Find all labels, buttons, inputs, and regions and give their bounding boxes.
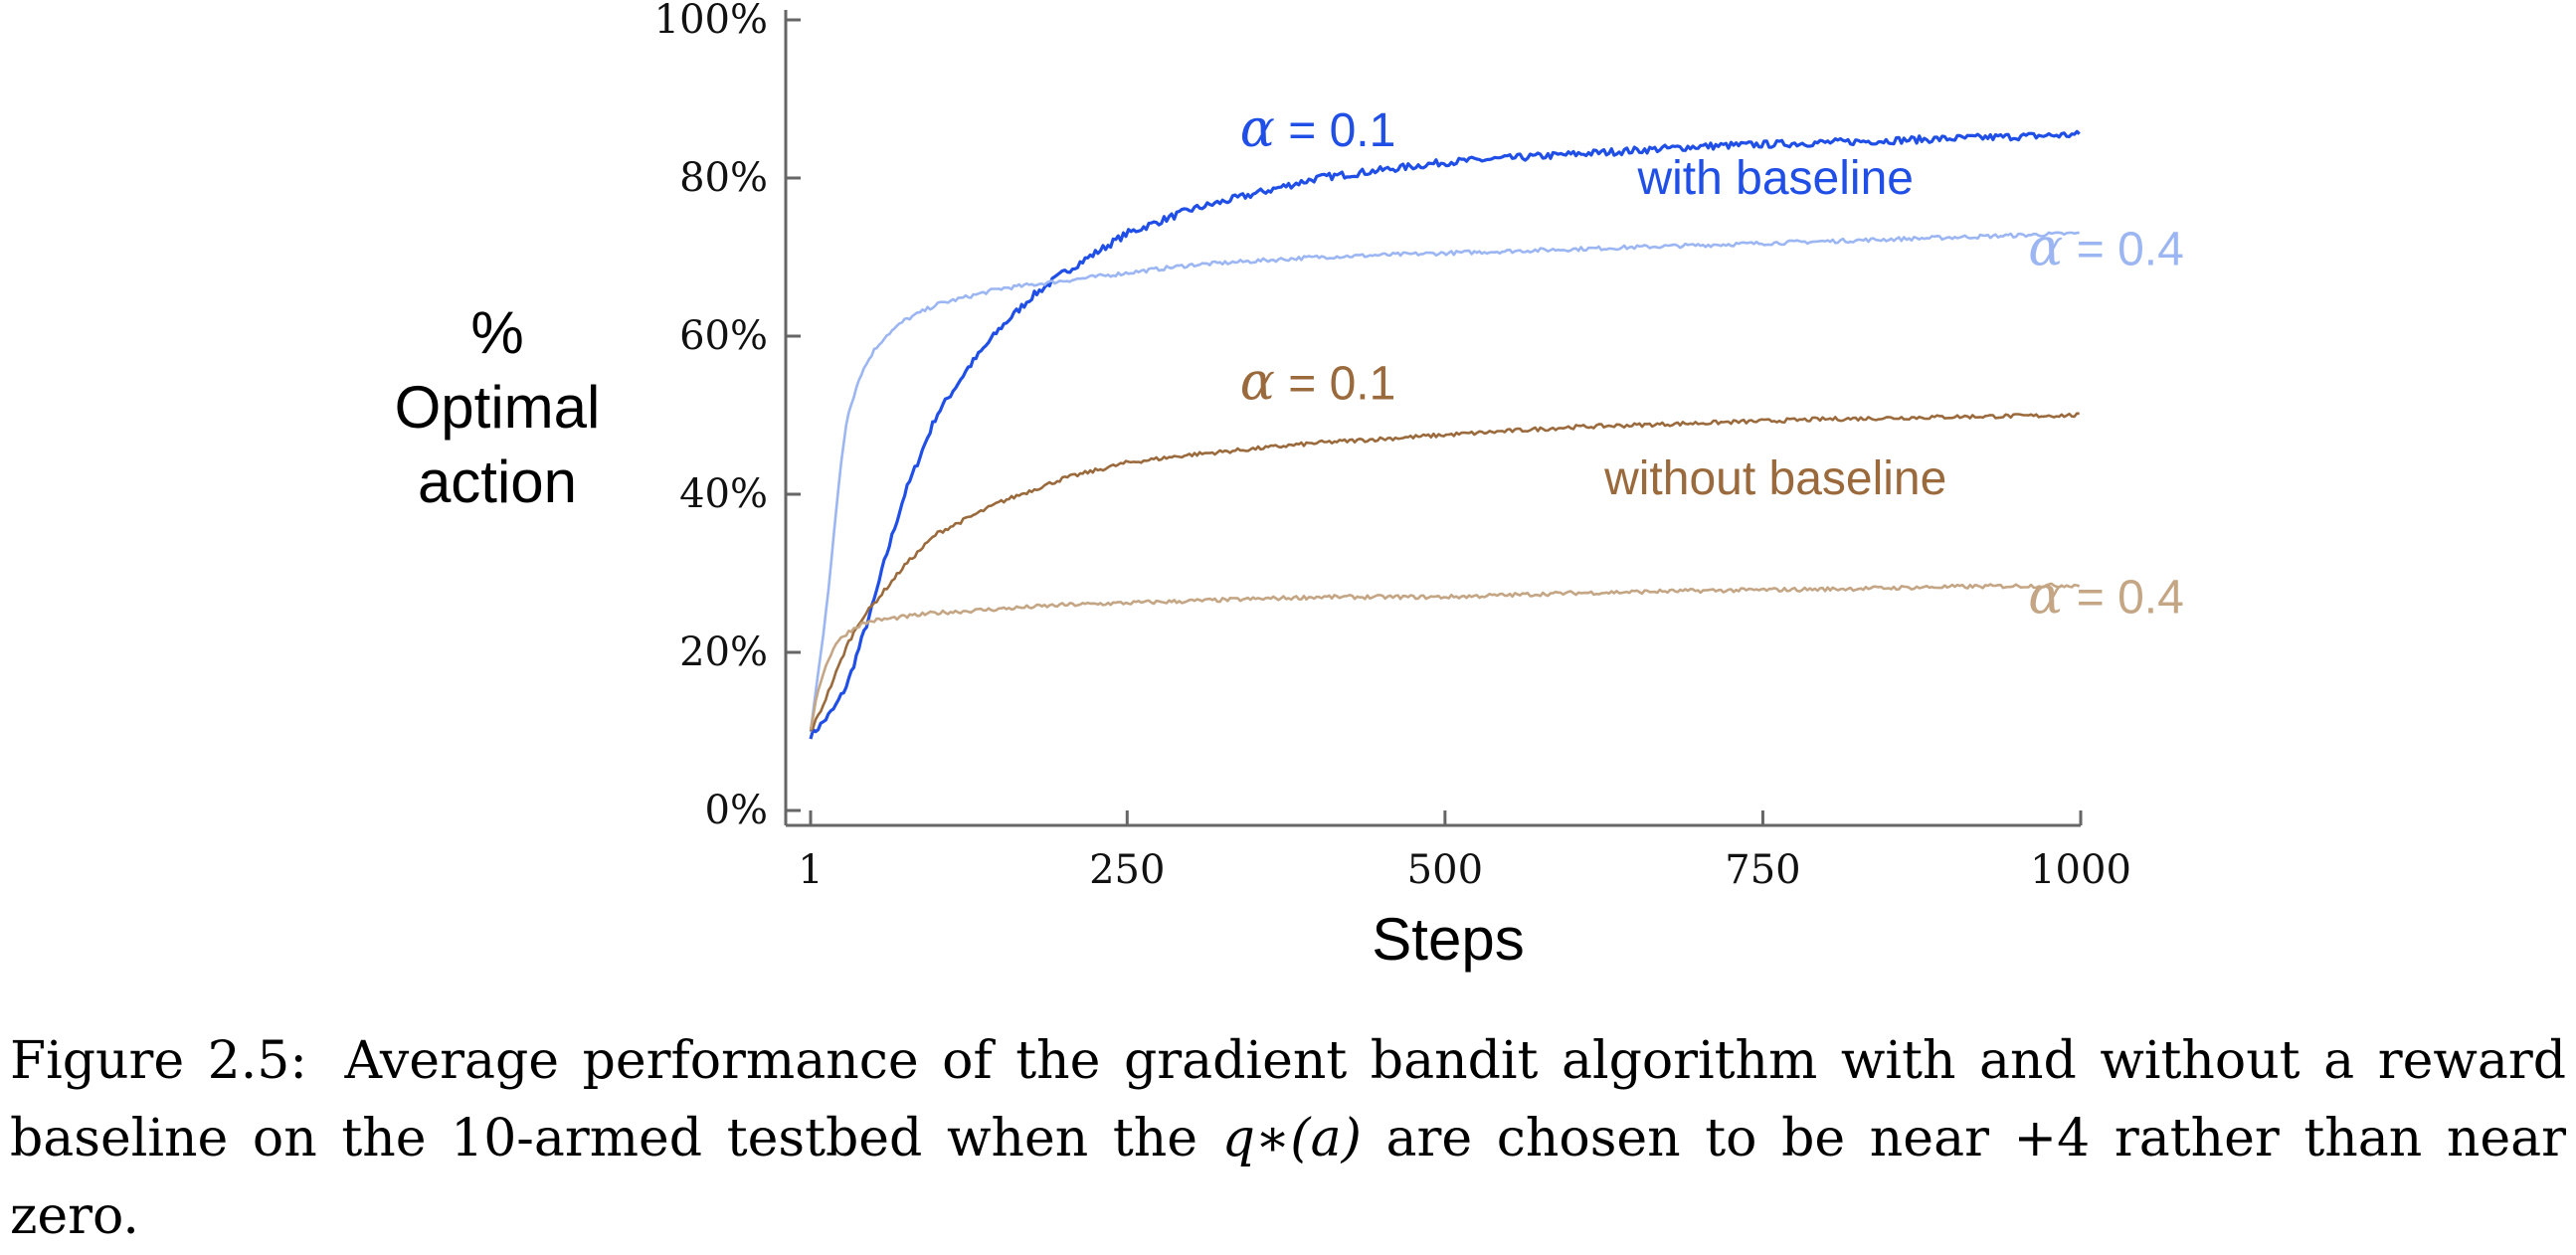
series-annotation: without baseline xyxy=(1603,452,1946,505)
series-annotation: α = 0.1 xyxy=(1240,99,1396,159)
x-tick-label: 500 xyxy=(1407,847,1483,893)
series-annotation: α = 0.4 xyxy=(2028,218,2184,277)
series-lines xyxy=(809,129,2081,740)
caption-math: q∗(a) xyxy=(1221,1109,1362,1168)
series-annotation: α = 0.4 xyxy=(2028,566,2184,626)
y-ticks: 0% 20% 40% 60% 80% 100% xyxy=(654,0,801,833)
x-tick-label: 1000 xyxy=(2030,847,2131,893)
y-tick-label: 20% xyxy=(679,629,768,675)
y-tick-label: 60% xyxy=(679,313,768,359)
x-tick-label: 250 xyxy=(1089,847,1165,893)
series-annotation: α = 0.1 xyxy=(1240,353,1396,413)
y-axis-title-line-1: % xyxy=(470,299,523,366)
series-line-2 xyxy=(809,231,2080,733)
series-line-1 xyxy=(809,129,2081,740)
y-axis-title: % Optimal action xyxy=(395,299,601,515)
figure-caption: Figure 2.5: Average performance of the g… xyxy=(10,1022,2566,1255)
caption-label: Figure 2.5: xyxy=(10,1031,307,1091)
x-tick-label: 1 xyxy=(798,847,823,893)
series-line-3 xyxy=(809,412,2080,732)
y-tick-label: 0% xyxy=(705,788,768,833)
caption-text-before: Average performance of the gradient band… xyxy=(10,1031,2567,1168)
y-tick-label: 80% xyxy=(679,155,768,201)
x-axis-title: Steps xyxy=(1372,906,1524,973)
x-tick-label: 750 xyxy=(1725,847,1800,893)
caption-text-after: are chosen to be near +4 rather than nea… xyxy=(10,1109,2566,1246)
annotations: α = 0.1 with baseline α = 0.4 α = 0.1 withou… xyxy=(1240,99,2184,626)
x-ticks: 1 250 500 750 1000 xyxy=(798,810,2131,893)
y-axis-title-line-2: Optimal xyxy=(395,374,601,441)
y-axis-title-line-3: action xyxy=(418,448,577,515)
line-chart: 0% 20% 40% 60% 80% 100% 1 250 500 750 1000 α = 0.… xyxy=(395,0,2184,973)
y-tick-label: 100% xyxy=(654,0,768,43)
y-tick-label: 40% xyxy=(679,471,768,517)
series-line-4 xyxy=(809,582,2081,730)
series-annotation: with baseline xyxy=(1636,152,1914,205)
